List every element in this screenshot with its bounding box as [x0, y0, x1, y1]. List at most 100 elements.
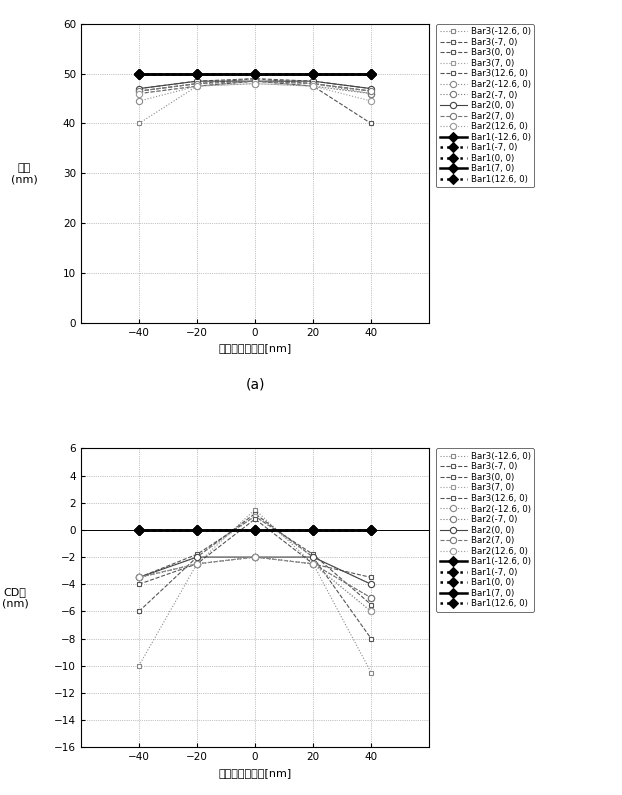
Bar2(7, 0) — [368, 593, 375, 603]
Bar3(0, 0) — [309, 76, 317, 86]
Bar3(-7, 0) — [309, 79, 317, 88]
Bar1(12.6, 0) — [368, 525, 375, 535]
Line: Bar1(7, 0): Bar1(7, 0) — [136, 526, 374, 533]
Line: Bar3(0, 0): Bar3(0, 0) — [136, 76, 374, 91]
Bar3(-7, 0) — [135, 87, 142, 96]
Line: Bar2(-12.6, 0): Bar2(-12.6, 0) — [136, 80, 374, 104]
Bar1(7, 0) — [309, 69, 317, 79]
Y-axis label: 線幅
(nm): 線幅 (nm) — [11, 162, 37, 184]
Line: Bar1(12.6, 0): Bar1(12.6, 0) — [136, 526, 374, 533]
Bar3(12.6, 0) — [309, 559, 317, 568]
Bar1(7, 0) — [251, 525, 259, 535]
Line: Bar1(-7, 0): Bar1(-7, 0) — [136, 70, 374, 77]
Bar3(12.6, 0) — [368, 572, 375, 582]
Line: Bar1(-12.6, 0): Bar1(-12.6, 0) — [136, 526, 374, 533]
Bar2(12.6, 0) — [135, 89, 142, 99]
Bar3(0, 0) — [368, 83, 375, 93]
Bar1(0, 0) — [135, 525, 142, 535]
Line: Bar3(-7, 0): Bar3(-7, 0) — [136, 511, 374, 641]
Bar3(7, 0) — [135, 572, 142, 582]
Bar1(7, 0) — [193, 525, 201, 535]
Bar3(0, 0) — [251, 511, 259, 521]
Y-axis label: CD差
(nm): CD差 (nm) — [2, 587, 29, 609]
Bar3(0, 0) — [193, 76, 201, 86]
Line: Bar1(-7, 0): Bar1(-7, 0) — [136, 526, 374, 533]
Bar3(-12.6, 0) — [135, 118, 142, 128]
Line: Bar2(12.6, 0): Bar2(12.6, 0) — [136, 80, 374, 104]
Bar3(12.6, 0) — [193, 559, 201, 568]
Bar1(0, 0) — [193, 525, 201, 535]
Line: Bar1(-12.6, 0): Bar1(-12.6, 0) — [136, 70, 374, 77]
Bar1(12.6, 0) — [251, 525, 259, 535]
Line: Bar2(12.6, 0): Bar2(12.6, 0) — [136, 554, 374, 615]
Bar2(-7, 0) — [368, 89, 375, 99]
Bar1(0, 0) — [309, 69, 317, 79]
Bar2(-12.6, 0) — [135, 96, 142, 106]
Bar2(0, 0) — [193, 76, 201, 86]
Bar1(-7, 0) — [309, 525, 317, 535]
Bar2(-7, 0) — [193, 79, 201, 88]
Bar2(0, 0) — [135, 83, 142, 93]
Line: Bar3(12.6, 0): Bar3(12.6, 0) — [136, 79, 374, 126]
Bar1(-7, 0) — [368, 525, 375, 535]
Bar1(0, 0) — [135, 69, 142, 79]
Bar1(12.6, 0) — [309, 69, 317, 79]
Bar2(0, 0) — [251, 553, 259, 562]
Bar2(0, 0) — [193, 553, 201, 562]
Bar1(-7, 0) — [368, 69, 375, 79]
Bar1(7, 0) — [251, 69, 259, 79]
Bar2(-12.6, 0) — [309, 559, 317, 568]
Bar2(0, 0) — [309, 553, 317, 562]
Line: Bar2(7, 0): Bar2(7, 0) — [136, 554, 374, 601]
Bar3(7, 0) — [193, 79, 201, 88]
Bar2(-7, 0) — [251, 76, 259, 86]
Bar3(7, 0) — [251, 74, 259, 83]
Bar3(-7, 0) — [368, 634, 375, 643]
Text: (a): (a) — [245, 378, 265, 392]
Bar2(12.6, 0) — [309, 81, 317, 91]
Bar2(0, 0) — [368, 83, 375, 93]
Bar1(0, 0) — [251, 525, 259, 535]
Bar3(7, 0) — [193, 553, 201, 562]
Bar2(7, 0) — [135, 87, 142, 96]
Bar2(-7, 0) — [309, 559, 317, 568]
Bar3(0, 0) — [309, 549, 317, 559]
Bar3(-12.6, 0) — [193, 81, 201, 91]
Bar1(-12.6, 0) — [193, 525, 201, 535]
Bar1(-7, 0) — [251, 69, 259, 79]
Bar1(-7, 0) — [135, 69, 142, 79]
Bar3(-7, 0) — [251, 509, 259, 518]
Bar3(12.6, 0) — [193, 81, 201, 91]
Line: Bar3(7, 0): Bar3(7, 0) — [136, 76, 374, 94]
Bar3(-12.6, 0) — [251, 505, 259, 514]
Bar2(12.6, 0) — [251, 553, 259, 562]
Line: Bar1(0, 0): Bar1(0, 0) — [136, 70, 374, 77]
Line: Bar1(0, 0): Bar1(0, 0) — [136, 526, 374, 533]
Line: Bar3(7, 0): Bar3(7, 0) — [136, 514, 374, 587]
Bar3(7, 0) — [368, 87, 375, 96]
Line: Bar3(-7, 0): Bar3(-7, 0) — [136, 76, 374, 94]
Bar1(7, 0) — [309, 525, 317, 535]
Bar3(-7, 0) — [309, 553, 317, 562]
X-axis label: デフォーカス量[nm]: デフォーカス量[nm] — [218, 343, 292, 353]
Bar3(-12.6, 0) — [368, 89, 375, 99]
Line: Bar2(-7, 0): Bar2(-7, 0) — [136, 78, 374, 97]
Bar3(0, 0) — [135, 83, 142, 93]
Bar3(0, 0) — [135, 572, 142, 582]
Bar1(0, 0) — [368, 525, 375, 535]
Bar2(-7, 0) — [135, 87, 142, 96]
Bar1(-12.6, 0) — [309, 69, 317, 79]
Bar3(12.6, 0) — [251, 514, 259, 524]
Bar2(-12.6, 0) — [251, 79, 259, 88]
Bar3(-7, 0) — [368, 87, 375, 96]
Bar3(0, 0) — [368, 600, 375, 610]
Bar1(0, 0) — [193, 69, 201, 79]
Bar1(-7, 0) — [135, 525, 142, 535]
Bar2(-12.6, 0) — [135, 572, 142, 582]
Bar3(-12.6, 0) — [251, 76, 259, 86]
Bar3(0, 0) — [251, 74, 259, 83]
Bar2(7, 0) — [135, 572, 142, 582]
Bar3(12.6, 0) — [368, 118, 375, 128]
Line: Bar2(7, 0): Bar2(7, 0) — [136, 78, 374, 95]
Bar2(12.6, 0) — [368, 607, 375, 616]
